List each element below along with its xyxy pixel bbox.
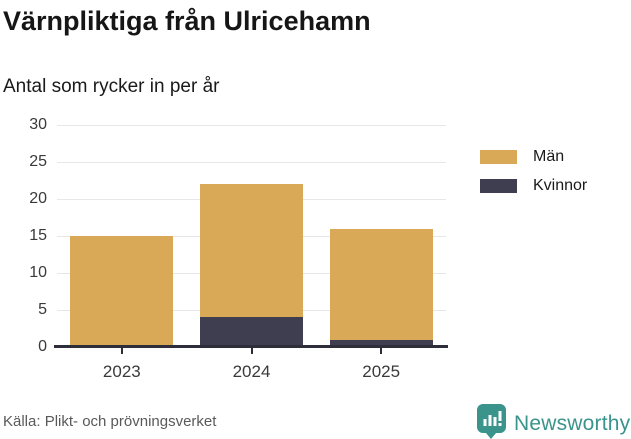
- legend-label-man: Män: [533, 148, 565, 165]
- y-axis-tick-label: 15: [29, 227, 47, 244]
- newsworthy-wordmark: Newsworthy: [514, 411, 631, 435]
- gridline: [57, 124, 446, 126]
- y-axis-tick-label: 20: [29, 190, 47, 207]
- legend-item-kvinnor: Kvinnor: [480, 177, 587, 195]
- y-axis-tick-label: 30: [29, 116, 47, 133]
- source-note: Källa: Plikt- och prövningsverket: [3, 413, 217, 430]
- y-axis-tick-label: 5: [38, 301, 47, 318]
- y-axis-tick-label: 0: [38, 338, 47, 355]
- x-axis-tick-label: 2023: [102, 362, 141, 381]
- bar-segment-män-2025: [329, 228, 433, 340]
- legend-swatch-man: [480, 150, 517, 164]
- chart-legend: Män Kvinnor: [480, 148, 587, 195]
- x-axis-tick: [250, 348, 253, 354]
- x-axis-line: [54, 345, 448, 348]
- newsworthy-pin-barchart-icon: [476, 403, 507, 439]
- bar-chart-plot: [54, 124, 448, 354]
- bar-segment-män-2024: [200, 184, 303, 318]
- x-axis-tick: [380, 348, 383, 354]
- page-subtitle: Antal som rycker in per år: [3, 76, 220, 97]
- bar-segment-kvinnor-2024: [200, 317, 303, 347]
- bar-segment-kvinnor-2025: [329, 339, 433, 347]
- x-axis-tick-label: 2024: [232, 362, 271, 381]
- bar-segment-män-2023: [70, 236, 174, 347]
- gridline: [57, 161, 446, 163]
- page-title: Värnpliktiga från Ulricehamn: [3, 6, 371, 36]
- legend-item-man: Män: [480, 148, 587, 166]
- y-axis-tick-label: 10: [29, 264, 47, 281]
- x-axis-tick: [120, 348, 123, 354]
- legend-swatch-kvinnor: [480, 179, 517, 193]
- x-axis-tick-label: 2025: [362, 362, 401, 381]
- y-axis-tick-label: 25: [29, 153, 47, 170]
- legend-label-kvinnor: Kvinnor: [533, 177, 588, 194]
- newsworthy-logo[interactable]: Newsworthy: [476, 403, 630, 439]
- y-axis: 0 5 10 15 20 25 30: [0, 116, 47, 355]
